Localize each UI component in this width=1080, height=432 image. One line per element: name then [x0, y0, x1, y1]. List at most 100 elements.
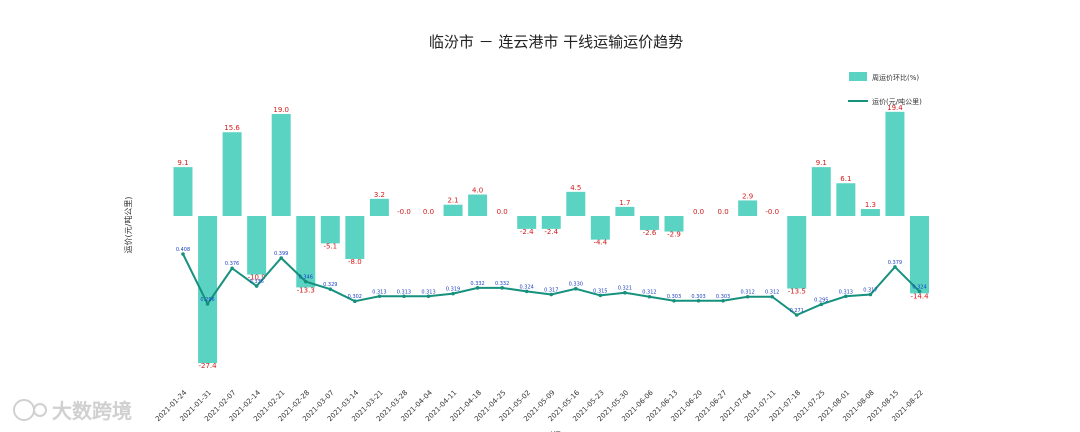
price-point-label: 0.379 — [888, 260, 902, 266]
price-point — [426, 294, 431, 299]
bar-2021-08-22 — [910, 216, 929, 294]
price-point — [475, 286, 480, 290]
price-point-label: 0.296 — [200, 297, 214, 303]
watermark-text: 大数跨境 — [52, 399, 132, 423]
bar-value-label: -13.5 — [788, 287, 806, 295]
price-point — [696, 298, 701, 303]
bar-2021-02-14 — [247, 216, 267, 275]
bar-value-label: 19.4 — [887, 104, 903, 112]
bar-2021-02-07 — [222, 132, 242, 216]
price-point — [402, 294, 406, 299]
bar-value-label: -5.1 — [323, 242, 337, 250]
bar-value-label: 2.1 — [447, 197, 458, 205]
bar-2021-01-31 — [198, 216, 218, 364]
price-point-label: 0.329 — [323, 282, 337, 288]
price-point-label: 0.399 — [274, 251, 288, 257]
bar-value-label: -13.3 — [297, 286, 315, 294]
bar-value-label: 6.1 — [840, 175, 851, 183]
price-point-label: 0.330 — [569, 282, 583, 288]
bar-value-label: 19.0 — [273, 106, 289, 114]
bar-value-label: -10.9 — [248, 274, 266, 282]
bar-value-label: 3.2 — [374, 191, 385, 199]
x-ticks: 2021-01-242021-01-312021-02-072021-02-14… — [154, 388, 925, 423]
line-series: 0.408 0.296 0.376 0.336 0.399 0.346 0.329 0.302… — [176, 247, 927, 317]
bar-value-label: -2.4 — [544, 228, 558, 236]
price-point-label: 0.271 — [790, 308, 804, 314]
price-point — [230, 266, 234, 271]
bar-value-label: -8.0 — [348, 258, 362, 266]
bar-value-label: 4.0 — [472, 187, 483, 195]
price-point-label: 0.317 — [544, 288, 558, 294]
legend-bar-label: 周运价环比(%) — [872, 73, 919, 82]
bar-2021-02-21 — [271, 113, 291, 216]
price-point — [893, 265, 897, 269]
legend-bar-swatch — [849, 72, 867, 81]
bar-2021-08-01 — [836, 183, 856, 216]
price-point-label: 0.336 — [249, 279, 263, 285]
watermark: 大数跨境 — [13, 399, 132, 423]
bar-value-label: 9.1 — [816, 159, 827, 167]
legend[interactable]: 周运价环比(%) 运价(元/吨公里) — [848, 72, 922, 106]
price-point — [328, 287, 333, 291]
price-point-label: 0.313 — [421, 289, 435, 295]
bar-2021-02-28 — [296, 216, 316, 288]
price-line — [182, 253, 921, 317]
price-point-label: 0.324 — [912, 284, 926, 290]
bar-value-label: 0.0 — [423, 208, 434, 216]
bar-value-label: -2.4 — [520, 228, 534, 236]
price-point — [745, 294, 750, 299]
price-point — [377, 294, 382, 299]
bar-value-label: 15.6 — [224, 124, 240, 132]
price-point — [500, 286, 504, 290]
price-point — [279, 256, 284, 260]
price-point-label: 0.332 — [470, 281, 484, 287]
bar-2021-07-25 — [811, 167, 831, 216]
price-point — [623, 290, 627, 295]
bar-2021-04-18 — [468, 194, 488, 216]
bar-value-label: 0.0 — [693, 208, 704, 216]
price-point-label: 0.313 — [372, 289, 386, 295]
bar-value-label: -4.4 — [594, 239, 608, 247]
price-point — [303, 279, 308, 284]
price-point — [844, 294, 848, 299]
price-point — [672, 298, 676, 303]
bar-2021-01-24 — [173, 167, 193, 216]
bar-2021-08-15 — [885, 111, 905, 216]
price-point — [794, 313, 799, 317]
bar-2021-03-21 — [369, 198, 389, 216]
price-point — [524, 289, 529, 294]
price-point-label: 0.295 — [814, 297, 828, 303]
price-point — [819, 302, 824, 307]
price-point-label: 0.312 — [642, 290, 656, 296]
price-point-label: 0.332 — [495, 281, 509, 287]
price-point — [574, 286, 578, 291]
bar-2021-07-04 — [738, 200, 758, 216]
price-point — [254, 284, 259, 288]
price-point — [451, 291, 455, 296]
price-point — [549, 292, 554, 297]
bar-2021-03-14 — [345, 216, 365, 259]
price-point — [770, 294, 774, 299]
price-point — [647, 294, 652, 299]
bar-2021-05-23 — [590, 216, 610, 240]
price-point-label: 0.319 — [446, 287, 460, 293]
bar-value-label: 2.9 — [742, 192, 753, 200]
bar-value-label: 1.3 — [865, 201, 876, 209]
watermark-logo-icon — [13, 399, 35, 421]
price-point — [181, 252, 185, 256]
price-point-label: 0.313 — [397, 289, 411, 295]
price-point-label: 0.312 — [740, 290, 754, 296]
bar-value-label: 1.7 — [619, 199, 630, 207]
price-point — [598, 293, 603, 298]
price-point-label: 0.313 — [839, 289, 853, 295]
x-axis-label: 时间 — [545, 430, 561, 432]
price-point-label: 0.303 — [667, 294, 681, 300]
bar-value-label: 0.0 — [497, 208, 508, 216]
bar-2021-07-18 — [787, 216, 807, 289]
bar-2021-05-02 — [517, 216, 537, 229]
price-point — [721, 298, 725, 303]
bar-value-label: -0.0 — [397, 208, 411, 216]
price-point — [353, 299, 357, 303]
price-point-label: 0.408 — [176, 247, 190, 253]
